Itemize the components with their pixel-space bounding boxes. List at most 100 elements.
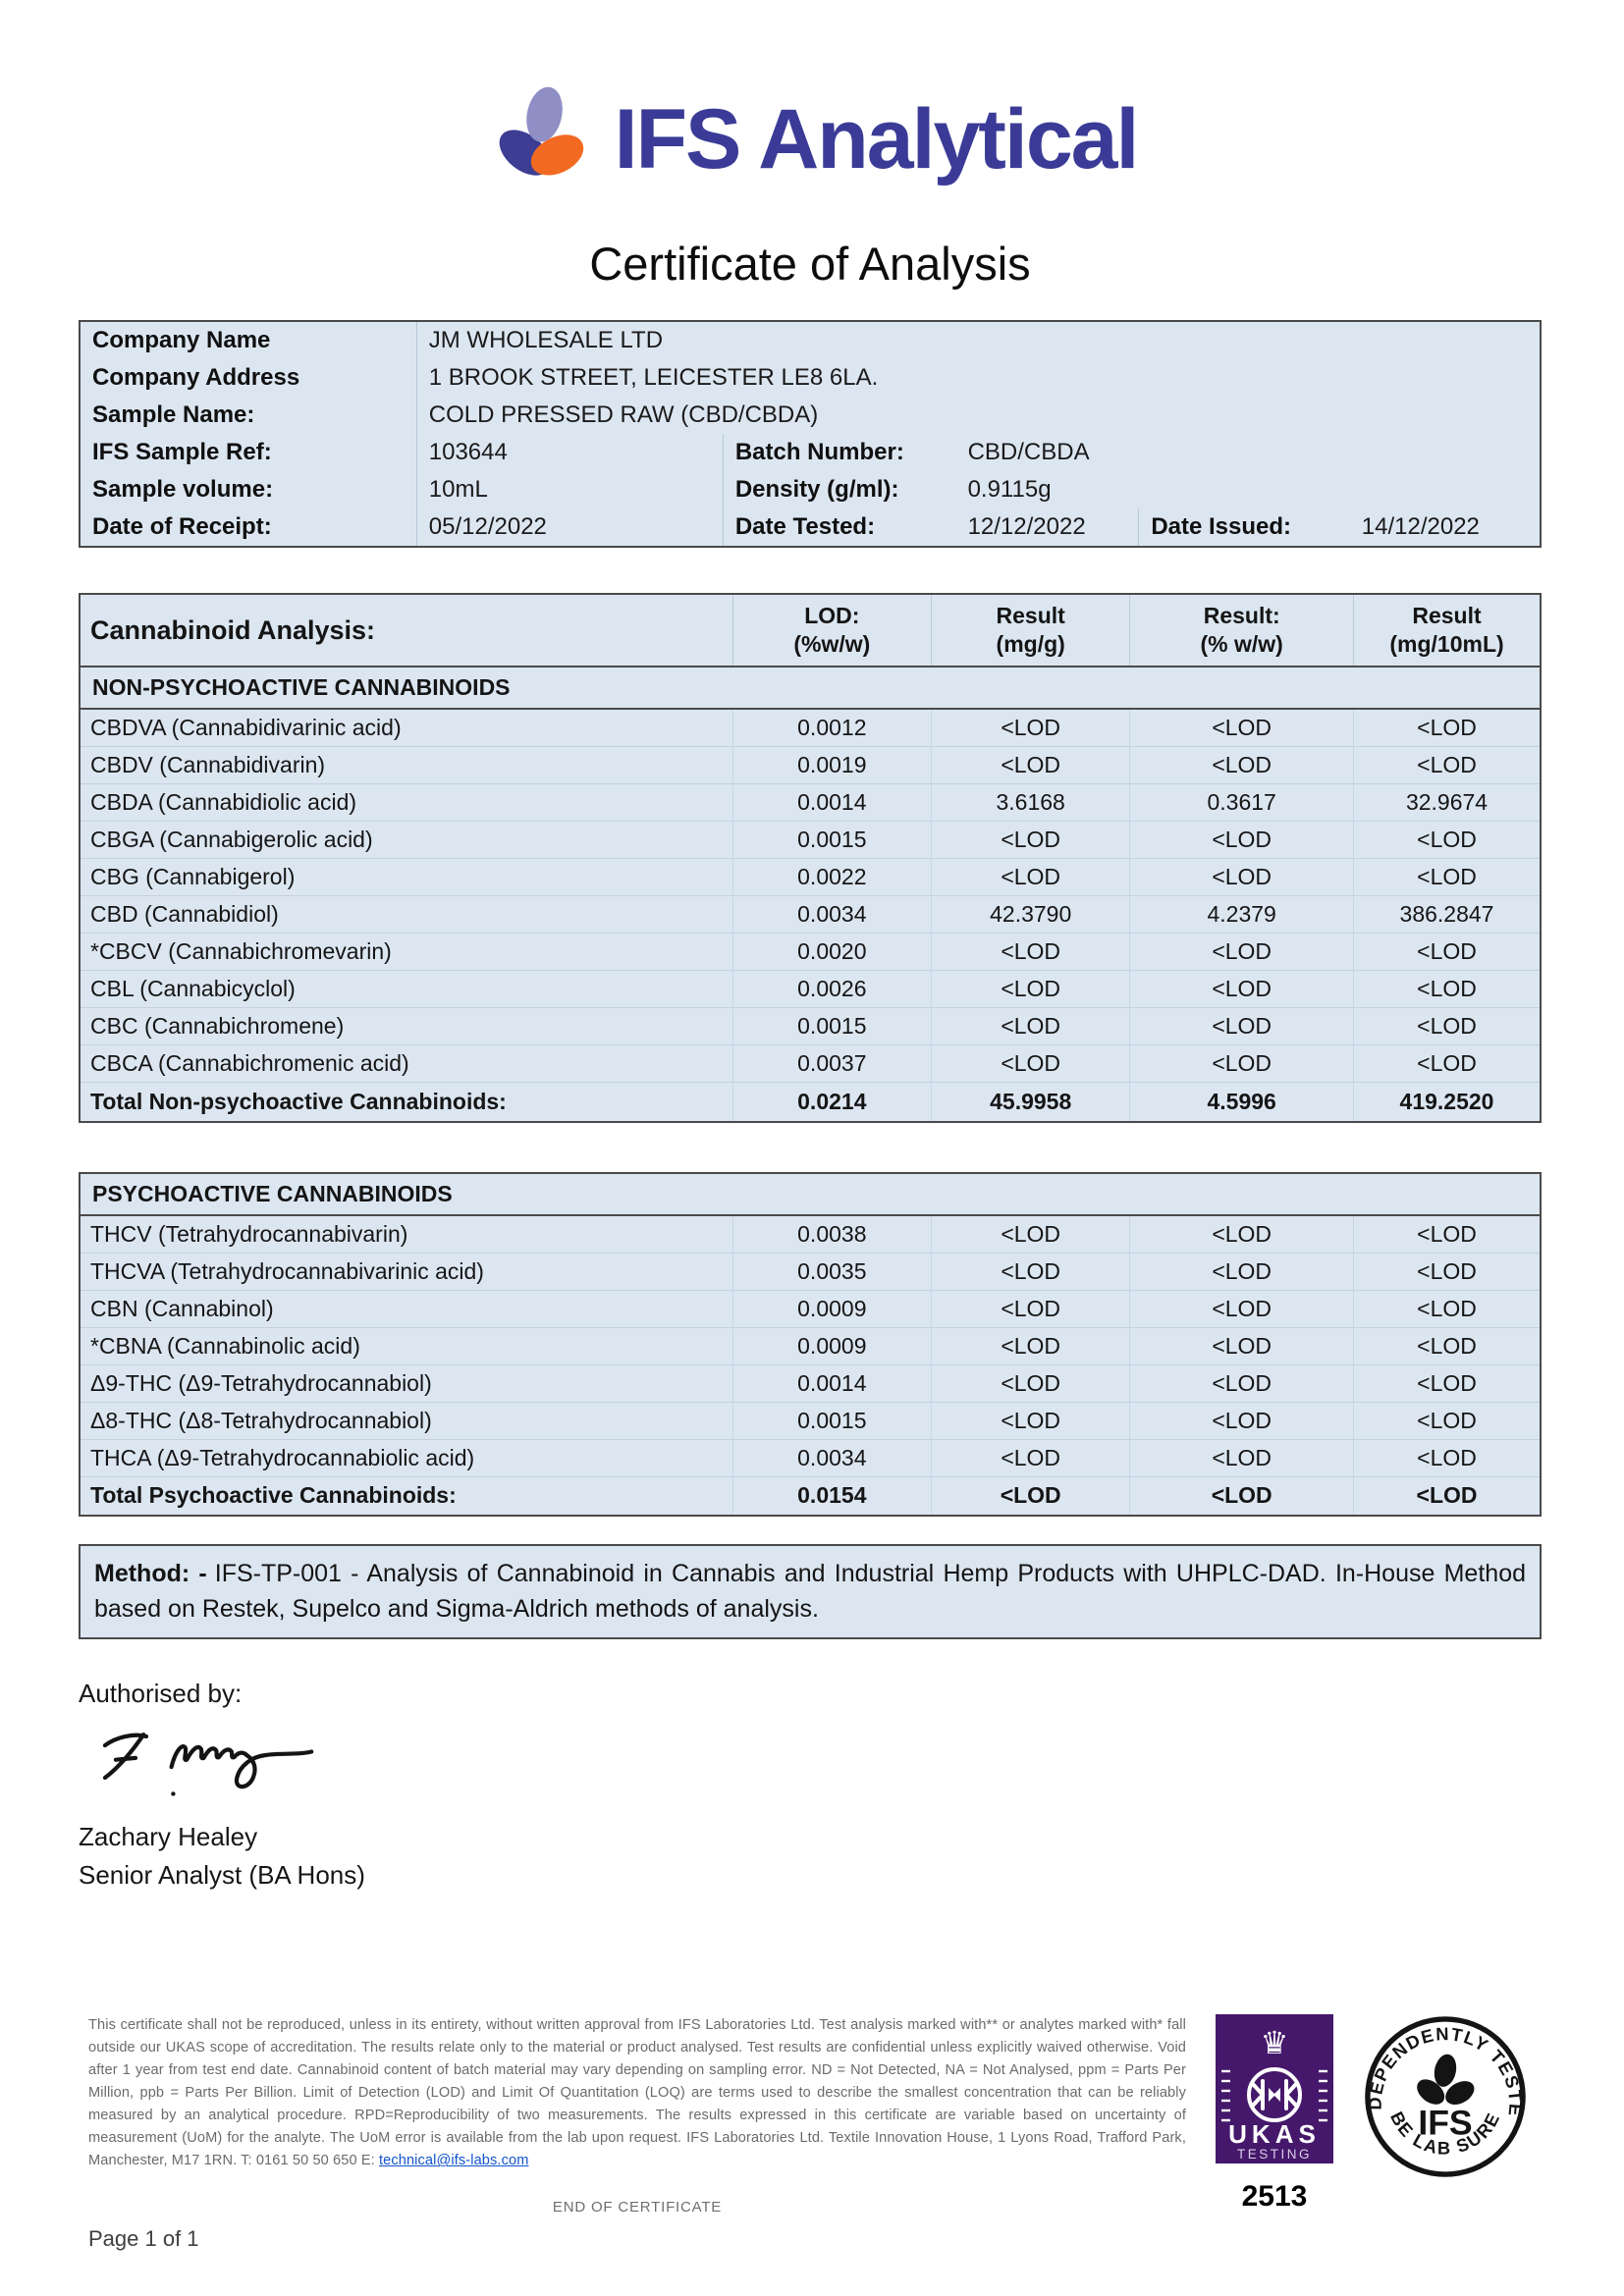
analyte-value: 45.9958: [930, 1082, 1130, 1122]
analyte-value: <LOD: [1353, 1326, 1541, 1364]
analyte-value: <LOD: [1129, 1214, 1354, 1253]
analyte-value: 0.0014: [731, 783, 932, 822]
date-tested-label: Date Tested:: [722, 508, 956, 546]
analyte-row: *CBNA (Cannabinolic acid) 0.0009 <LOD <LOD <…: [80, 1326, 1541, 1364]
analyte-value: <LOD: [1129, 1475, 1354, 1516]
authorised-by-label: Authorised by:: [79, 1678, 243, 1708]
brand-name: IFS Analytical: [614, 91, 1140, 187]
analysis-header-row: Cannabinoid Analysis: LOD: (%w/w) Result…: [80, 594, 1541, 667]
svg-text:♛: ♛: [1261, 2024, 1289, 2061]
date-tested-value: 12/12/2022: [967, 513, 1086, 540]
analyte-value: <LOD: [930, 746, 1130, 784]
ukas-wordmark: UKAS: [1228, 2119, 1321, 2149]
analyte-name: CBN (Cannabinol): [80, 1289, 733, 1327]
col-mgg-line2: (mg/g): [996, 631, 1065, 657]
company-address-label: Company Address: [92, 364, 300, 391]
analyte-row: CBDV (Cannabidivarin) 0.0019 <LOD <LOD <LOD: [80, 746, 1541, 784]
analyte-row: CBG (Cannabigerol) 0.0022 <LOD <LOD <LOD: [80, 858, 1541, 896]
sample-name-label: Sample Name:: [92, 401, 255, 428]
end-of-certificate: END OF CERTIFICATE: [552, 2199, 723, 2216]
analyte-name: CBC (Cannabichromene): [80, 1007, 733, 1045]
analyte-value: <LOD: [1129, 1252, 1354, 1290]
analyte-value: <LOD: [1353, 709, 1541, 747]
sample-volume-label: Sample volume:: [92, 476, 274, 503]
column-header-pct: Result: (% w/w): [1129, 594, 1354, 667]
analyte-value: 0.0015: [731, 1007, 932, 1045]
analyte-value: <LOD: [930, 709, 1130, 747]
analyte-value: <LOD: [930, 1363, 1130, 1402]
method-box: Method: - IFS-TP-001 - Analysis of Cannab…: [79, 1544, 1542, 1639]
analyte-value: 386.2847: [1353, 895, 1541, 934]
analyte-value: 0.0015: [731, 1401, 932, 1439]
analyst-role: Senior Analyst (BA Hons): [79, 1859, 365, 1890]
analyte-name: CBGA (Cannabigerolic acid): [80, 821, 733, 859]
analyte-value: 419.2520: [1353, 1082, 1541, 1122]
analyte-value: <LOD: [1129, 933, 1354, 971]
analyte-value: 4.2379: [1129, 895, 1354, 934]
col-pct-line1: Result:: [1203, 603, 1280, 629]
analyte-value: <LOD: [930, 970, 1130, 1008]
sample-ref-value: 103644: [415, 434, 723, 471]
analyte-value: 0.0034: [731, 1438, 932, 1476]
analyte-value: 0.0009: [731, 1326, 932, 1364]
analyte-value: <LOD: [930, 933, 1130, 971]
analyte-value: <LOD: [930, 821, 1130, 859]
analyte-row: CBDA (Cannabidiolic acid) 0.0014 3.6168 0.3…: [80, 783, 1541, 822]
analyte-row: CBD (Cannabidiol) 0.0034 42.3790 4.2379 386.…: [80, 895, 1541, 934]
analyte-row: CBDVA (Cannabidivarinic acid) 0.0012 <LOD <…: [80, 709, 1541, 747]
analyte-row: Δ9-THC (Δ9-Tetrahydrocannabiol) 0.0014 <LO…: [80, 1363, 1541, 1402]
analyte-value: <LOD: [930, 1475, 1130, 1516]
analyte-value: <LOD: [930, 858, 1130, 896]
analyte-name: THCV (Tetrahydrocannabivarin): [90, 1220, 408, 1247]
analyte-row: CBN (Cannabinol) 0.0009 <LOD <LOD <LOD: [80, 1289, 1541, 1327]
analyte-value: 0.0012: [731, 709, 932, 747]
analyte-value: <LOD: [1353, 1401, 1541, 1439]
section-title: PSYCHOACTIVE CANNABINOIDS: [92, 1180, 453, 1206]
stamp-ifs-text: IFS: [1418, 2104, 1472, 2143]
analyte-value: 0.0038: [731, 1214, 932, 1253]
authorisation-block: Authorised by: Zachary Healey Senior Ana…: [79, 1679, 1542, 1893]
analyte-value: <LOD: [1129, 821, 1354, 859]
analyte-value: <LOD: [1129, 1044, 1354, 1083]
col-lod-line2: (%w/w): [793, 631, 871, 657]
analyte-value: <LOD: [1129, 1289, 1354, 1327]
analyte-name: Total Psychoactive Cannabinoids:: [80, 1475, 733, 1516]
analyte-value: <LOD: [1353, 1214, 1541, 1253]
analyte-value: 0.0154: [731, 1475, 932, 1516]
density-label: Density (g/ml):: [722, 471, 956, 508]
analyte-name: CBDA (Cannabidiolic acid): [80, 783, 733, 822]
analyte-value: 0.0035: [731, 1252, 932, 1290]
analyte-value: <LOD: [1129, 858, 1354, 896]
analyte-value: <LOD: [1129, 970, 1354, 1008]
date-receipt-label: Date of Receipt:: [92, 513, 272, 540]
footer: This certificate shall not be reproduced…: [88, 1998, 1542, 2214]
technical-email-link[interactable]: technical@ifs-labs.com: [378, 2153, 529, 2169]
sample-name-value: COLD PRESSED RAW (CBD/CBDA): [415, 397, 1540, 434]
analyte-value: <LOD: [1353, 746, 1541, 784]
col-mgg-line1: Result: [996, 603, 1065, 629]
analyte-row: CBL (Cannabicyclol) 0.0026 <LOD <LOD <LOD: [80, 970, 1541, 1008]
analyte-value: <LOD: [930, 1214, 1130, 1253]
analyte-name: CBG (Cannabigerol): [80, 858, 733, 896]
col-mg10ml-line1: Result: [1412, 603, 1482, 629]
density-value: 0.9115g: [967, 476, 1052, 503]
analyte-value: <LOD: [930, 1289, 1130, 1327]
analyte-value: <LOD: [1129, 1326, 1354, 1364]
analyte-value: 3.6168: [930, 783, 1130, 822]
ukas-testing-label: TESTING: [1237, 2147, 1312, 2162]
analyte-value: <LOD: [1129, 1007, 1354, 1045]
analyte-value: <LOD: [1353, 1438, 1541, 1476]
nonpsychoactive-rows: CBDVA (Cannabidivarinic acid) 0.0012 <LOD <…: [80, 709, 1541, 1122]
analyte-value: 0.3617: [1129, 783, 1354, 822]
analyte-value: 0.0020: [731, 933, 932, 971]
analyte-value: 0.0214: [731, 1082, 932, 1122]
sample-ref-label: IFS Sample Ref:: [92, 439, 272, 465]
company-address-value: 1 BROOK STREET, LEICESTER LE8 6LA.: [415, 359, 1540, 397]
analyte-value: <LOD: [1129, 1363, 1354, 1402]
analyte-value: 0.0015: [731, 821, 932, 859]
ifs-trefoil-icon: [483, 79, 599, 199]
analyte-name: CBCA (Cannabichromenic acid): [80, 1044, 733, 1083]
analyte-name: CBDV (Cannabidivarin): [80, 746, 733, 784]
analyte-name: THCVA (Tetrahydrocannabivarinic acid): [80, 1252, 733, 1290]
analyte-value: 4.5996: [1129, 1082, 1354, 1122]
